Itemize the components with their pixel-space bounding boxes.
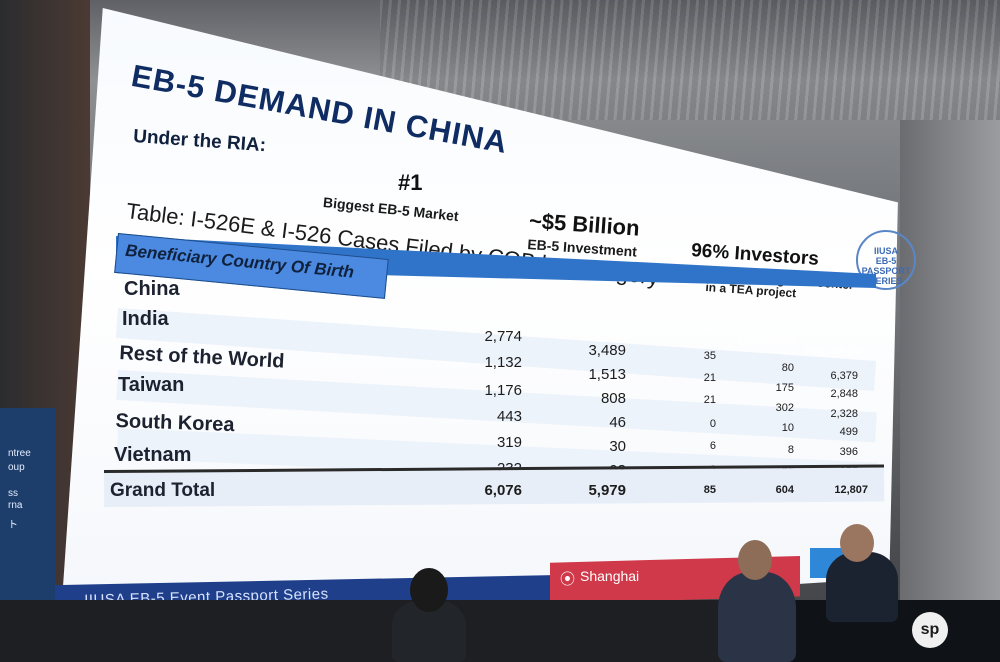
cell: 21 bbox=[703, 372, 716, 384]
stat-1-big: #1 bbox=[398, 170, 423, 195]
cell: 3,489 bbox=[588, 342, 626, 359]
cell: 2,774 bbox=[484, 328, 522, 345]
cell: 6 bbox=[709, 440, 716, 452]
row-label-vietnam: Vietnam bbox=[114, 444, 192, 466]
grand-total-cell: 85 bbox=[703, 484, 716, 496]
grand-total-cell: 5,979 bbox=[588, 482, 626, 499]
banner-line: rna bbox=[8, 500, 23, 511]
under-ria-label: Under the RIA: bbox=[132, 126, 267, 157]
banner-line: oup bbox=[8, 462, 25, 473]
cell: 2,848 bbox=[830, 388, 858, 400]
panelist-1-head bbox=[738, 540, 772, 580]
location-pin-icon: ⦿ bbox=[560, 571, 576, 588]
cell: 80 bbox=[781, 362, 794, 374]
slide: EB-5 DEMAND IN CHINA Under the RIA: #1 B… bbox=[50, 8, 916, 656]
sponsor-banner: ntree oup ss rna ト bbox=[0, 408, 55, 608]
grand-total-label: Grand Total bbox=[110, 480, 216, 501]
cell: 0 bbox=[709, 418, 716, 430]
cell: 35 bbox=[703, 350, 716, 362]
logo-line: IIUSA bbox=[873, 246, 898, 256]
banner-line: ト bbox=[8, 520, 18, 531]
cell: 6,379 bbox=[830, 370, 858, 382]
cell: 808 bbox=[600, 390, 626, 407]
podium-logo-icon: sp bbox=[912, 612, 948, 648]
passport-series-logo: IIUSA EB-5 PASSPORT SERIES bbox=[856, 230, 916, 290]
cell: 10 bbox=[781, 422, 794, 434]
cell: 319 bbox=[496, 434, 522, 451]
right-wall bbox=[900, 120, 1000, 662]
panelist-1 bbox=[718, 572, 796, 662]
col-header-hua: HUA bbox=[484, 290, 512, 305]
col-header-rural-hua: Rural & HUA bbox=[650, 324, 713, 336]
cell: 1,513 bbox=[588, 366, 626, 383]
cell: 30 bbox=[609, 438, 626, 455]
row-label-india: India bbox=[122, 308, 169, 330]
row-label-china: China bbox=[124, 278, 180, 300]
audience-head bbox=[410, 568, 448, 612]
col-header-rural: Rural bbox=[592, 310, 624, 325]
cell: 21 bbox=[703, 394, 716, 406]
banner-line: ntree bbox=[8, 448, 31, 459]
cell: 302 bbox=[775, 402, 794, 414]
cell: 443 bbox=[496, 408, 522, 425]
stat-1-small: Biggest EB-5 Market bbox=[322, 194, 460, 225]
location-label: Shanghai bbox=[580, 568, 640, 584]
logo-line: SERIES bbox=[869, 276, 903, 286]
logo-line: PASSPORT bbox=[861, 266, 911, 276]
panelist-2 bbox=[826, 552, 898, 622]
cell: 2,328 bbox=[830, 408, 858, 420]
cell: 499 bbox=[839, 426, 858, 438]
cell: 1,176 bbox=[484, 382, 522, 399]
logo-line: EB-5 bbox=[875, 256, 897, 266]
grand-total-cell: 604 bbox=[775, 484, 794, 496]
cell: 1,132 bbox=[484, 354, 522, 371]
cell: 8 bbox=[787, 444, 794, 456]
col-header-post-ria-total: Post-RIA Total bbox=[805, 346, 869, 357]
banner-line: ss bbox=[8, 488, 18, 499]
panelist-2-head bbox=[840, 524, 874, 562]
grand-total-cell: 12,807 bbox=[834, 484, 868, 496]
grand-total-cell: 6,076 bbox=[484, 482, 522, 499]
cell: 46 bbox=[609, 414, 626, 431]
col-header-unreserved: Unreserved bbox=[738, 336, 795, 348]
row-label-taiwan: Taiwan bbox=[118, 374, 185, 396]
cell: 396 bbox=[839, 446, 858, 458]
ceiling-slats bbox=[380, 0, 1000, 120]
cell: 175 bbox=[775, 382, 794, 394]
row-label-south-korea: South Korea bbox=[115, 410, 235, 437]
